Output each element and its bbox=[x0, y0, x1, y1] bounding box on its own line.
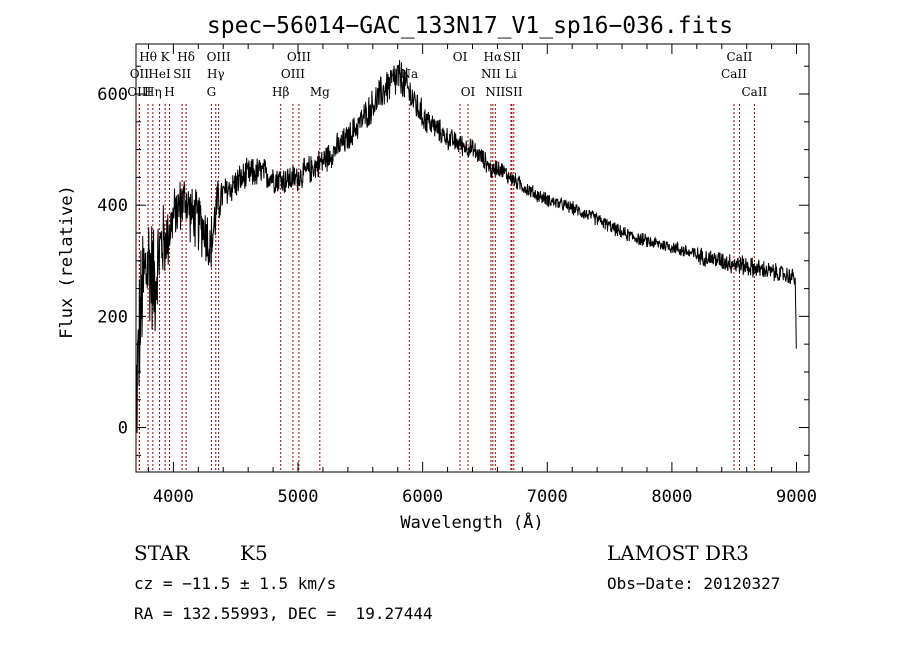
line-marker-label: SII bbox=[503, 50, 521, 64]
x-tick-label: 7000 bbox=[527, 487, 568, 507]
x-tick-label: 5000 bbox=[278, 487, 319, 507]
spectrum-line bbox=[135, 60, 797, 434]
line-marker-label: SII bbox=[173, 67, 191, 81]
line-marker-label: OIII bbox=[287, 50, 311, 64]
coordinates: RA = 132.55993, DEC = 19.27444 bbox=[134, 604, 433, 623]
x-tick-label: 9000 bbox=[776, 487, 817, 507]
obs-date: Obs−Date: 20120327 bbox=[607, 574, 780, 593]
line-marker-label: OIII bbox=[281, 67, 305, 81]
y-axis-label: Flux (relative) bbox=[57, 185, 77, 339]
line-marker-label: Hα bbox=[484, 50, 503, 64]
line-marker-label: OI bbox=[453, 50, 468, 64]
line-marker-label: Hδ bbox=[177, 50, 195, 64]
x-tick-label: 4000 bbox=[153, 487, 194, 507]
line-marker-label: Li bbox=[505, 67, 517, 81]
line-marker-label: CaII bbox=[727, 50, 753, 64]
line-marker-label: G bbox=[207, 85, 217, 99]
chart-title: spec−56014−GAC_133N17_V1_sp16−036.fits bbox=[207, 13, 733, 39]
y-tick-label: 200 bbox=[97, 307, 128, 327]
line-marker-label: Hθ bbox=[139, 50, 157, 64]
line-marker-label: OIII bbox=[207, 50, 231, 64]
plot-frame bbox=[135, 43, 810, 473]
redshift-text: cz = −11.5 ± 1.5 km/s bbox=[134, 574, 336, 593]
y-tick-label: 400 bbox=[97, 196, 128, 216]
x-axis-label: Wavelength (Å) bbox=[400, 511, 543, 533]
line-marker-label: SII bbox=[505, 85, 523, 99]
line-marker-label: Hβ bbox=[272, 85, 289, 99]
line-marker-label: NII bbox=[485, 85, 505, 99]
spectrum bbox=[135, 60, 797, 434]
line-marker-label: OIII bbox=[127, 85, 151, 99]
x-axis: 4000 5000 6000 7000 8000 9000 bbox=[147, 44, 817, 507]
line-marker-label: OI bbox=[461, 85, 476, 99]
object-subclass: K5 bbox=[240, 541, 268, 565]
x-tick-label: 8000 bbox=[651, 487, 692, 507]
y-tick-label: 600 bbox=[97, 85, 128, 105]
line-marker-label: Hη bbox=[144, 85, 162, 99]
line-marker-label: NII bbox=[481, 67, 501, 81]
y-axis: 0 200 400 600 bbox=[97, 65, 809, 456]
survey-name: LAMOST DR3 bbox=[607, 541, 749, 565]
line-marker-label: H bbox=[164, 85, 174, 99]
line-marker-label: HeI bbox=[148, 67, 171, 81]
line-marker-label: Mg bbox=[310, 85, 330, 99]
line-marker-label: CaII bbox=[721, 67, 747, 81]
line-markers bbox=[138, 104, 755, 472]
line-marker-label: Hγ bbox=[207, 67, 225, 81]
line-marker-label: OII bbox=[130, 67, 150, 81]
line-marker-label: K bbox=[161, 50, 171, 64]
y-tick-label: 0 bbox=[118, 419, 128, 439]
line-marker-label: CaII bbox=[741, 85, 767, 99]
line-marker-labels: Hθ OII OIII K HeI Hη H Hδ SII OIII Hγ G Hβ OIII OIII Mg… bbox=[127, 50, 767, 99]
object-class: STAR bbox=[134, 541, 190, 565]
x-tick-label: 6000 bbox=[402, 487, 443, 507]
